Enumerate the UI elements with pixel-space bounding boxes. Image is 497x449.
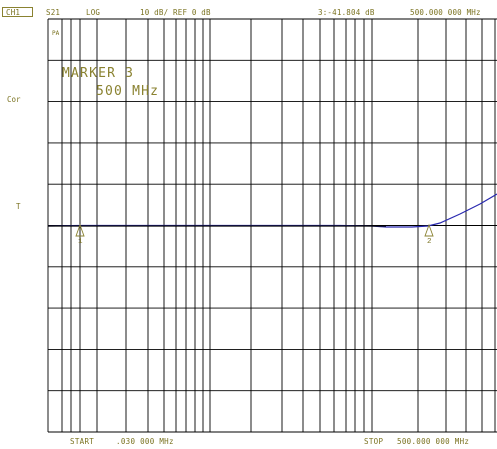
cor-label: Cor <box>7 95 21 104</box>
marker-triangle-icon <box>75 223 85 237</box>
channel-label: CH1 <box>6 8 21 17</box>
stop-value: 500.000 000 MHz <box>397 437 470 446</box>
start-label: START <box>70 437 95 446</box>
parameter-label: S21 <box>46 8 61 17</box>
stop-label: STOP <box>364 437 384 446</box>
reference-marker-label: T <box>16 202 21 211</box>
marker-1-label: 1 <box>78 238 83 246</box>
format-label: LOG <box>86 8 101 17</box>
s21-trace <box>47 193 497 228</box>
marker-1[interactable]: 1 <box>75 223 85 246</box>
marker-annotation-title: MARKER 3 <box>62 66 135 81</box>
channel-indicator[interactable]: CH1 <box>2 7 33 17</box>
pa-label: PA <box>52 30 60 37</box>
scale-ref-label: 10 dB/ REF 0 dB <box>140 8 211 17</box>
marker-readout: 3:-41.804 dB <box>318 8 375 17</box>
marker-triangle-icon <box>424 223 434 237</box>
marker-2[interactable]: 2 <box>424 223 434 246</box>
start-value: .030 000 MHz <box>116 437 174 446</box>
marker-frequency: 500.000 000 MHz <box>410 8 481 17</box>
marker-annotation-freq: 500 MHz <box>96 84 160 99</box>
graticule <box>47 18 497 433</box>
marker-2-label: 2 <box>427 238 432 246</box>
